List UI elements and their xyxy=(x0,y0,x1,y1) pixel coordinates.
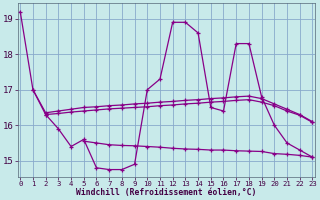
X-axis label: Windchill (Refroidissement éolien,°C): Windchill (Refroidissement éolien,°C) xyxy=(76,188,257,197)
